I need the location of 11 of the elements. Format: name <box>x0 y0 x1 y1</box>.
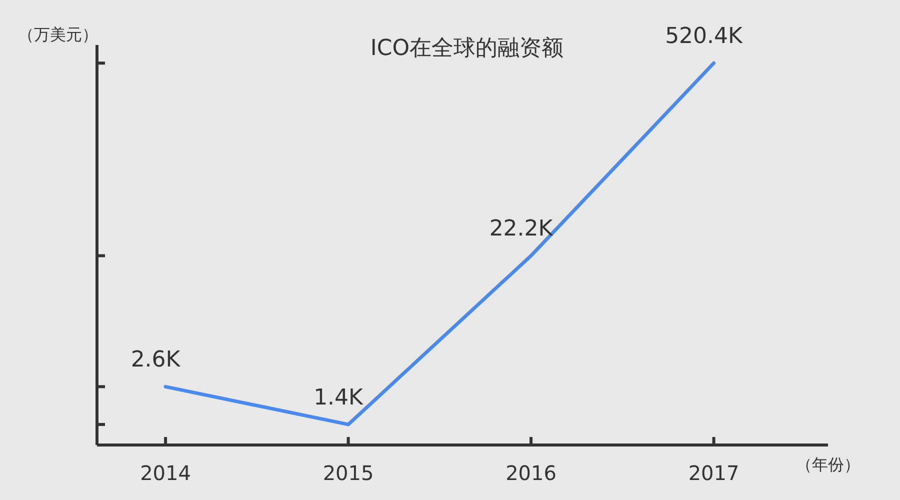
data-label: 1.4K <box>314 385 364 410</box>
data-label: 22.2K <box>489 216 554 242</box>
x-axis-title: （年份） <box>796 455 860 474</box>
y-axis-title: （万美元） <box>18 25 98 44</box>
x-tick-label: 2014 <box>140 461 191 485</box>
x-tick-label: 2015 <box>322 461 374 485</box>
data-label: 2.6K <box>130 348 181 373</box>
x-tick-label: 2016 <box>506 461 556 485</box>
chart-title: ICO在全球的融资额 <box>370 36 564 61</box>
x-tick-label: 2017 <box>688 461 740 485</box>
data-label: 520.4K <box>665 24 744 50</box>
